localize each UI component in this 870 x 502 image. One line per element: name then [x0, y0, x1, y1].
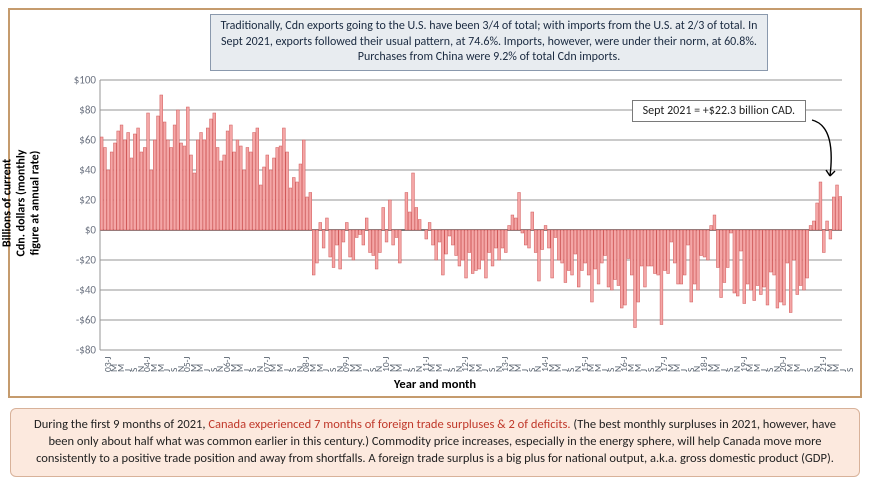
x-axis-ticks: 03-JMMJSN04-JMMJSN05-JMMJSN06-JMMJSN07-J…	[100, 350, 842, 380]
x-axis-label: Year and month	[394, 377, 476, 392]
bottom-note-prefix: During the first 9 months of 2021,	[34, 417, 208, 432]
bottom-note-highlight: Canada experienced 7 months of foreign t…	[208, 417, 570, 432]
y-axis-label: Billions of currentCdn. dollars (monthly…	[1, 93, 42, 313]
annotation-arrow-icon	[802, 118, 842, 188]
chart-container: Traditionally, Cdn exports going to the …	[8, 8, 862, 398]
right-annotation: Sept 2021 = +$22.3 billion CAD.	[632, 100, 806, 122]
bottom-annotation: During the first 9 months of 2021, Canad…	[10, 408, 860, 477]
top-annotation: Traditionally, Cdn exports going to the …	[210, 14, 768, 71]
